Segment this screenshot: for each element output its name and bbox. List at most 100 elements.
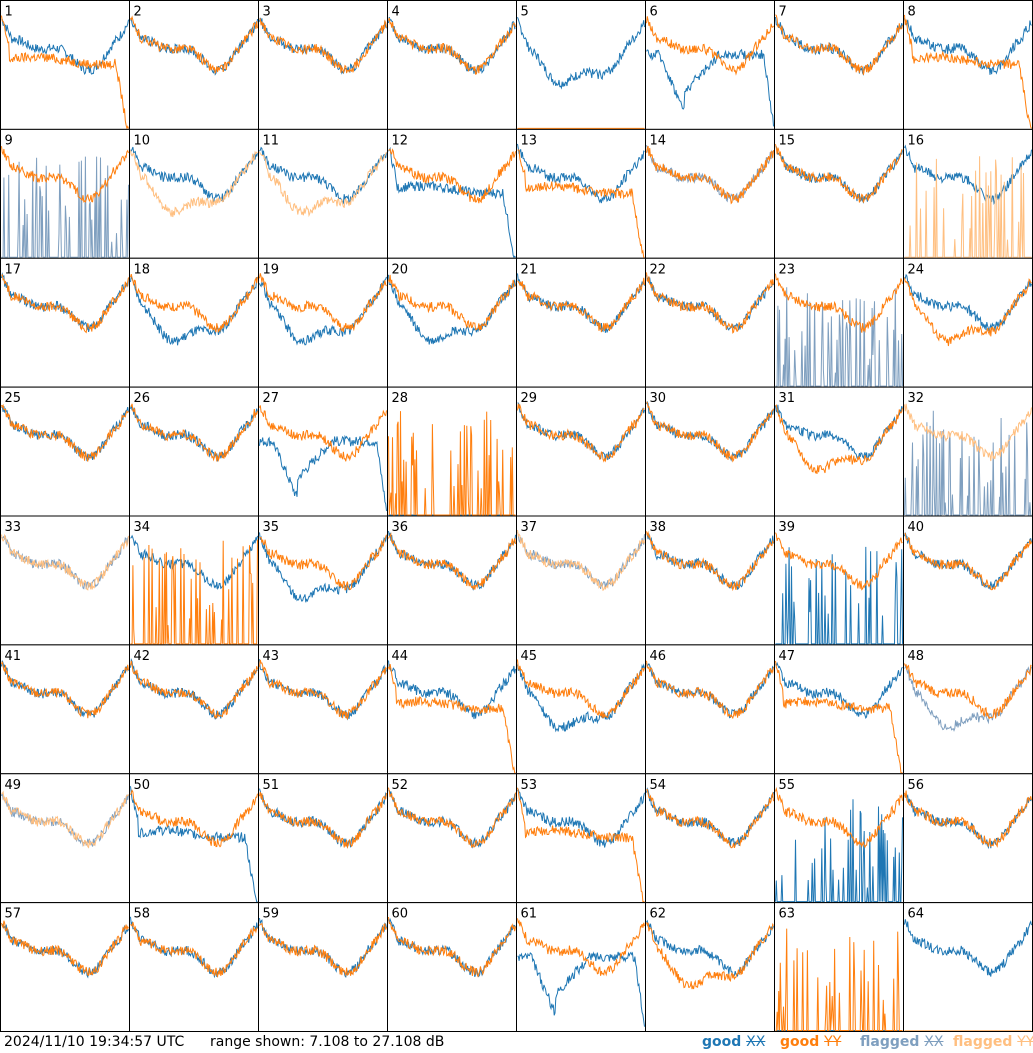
series-yy-good (1, 15, 129, 130)
series-yy-good (775, 273, 903, 333)
panel-label: 6 (650, 5, 658, 20)
panel-64: 64 (903, 902, 1033, 1032)
series-yy-good (259, 273, 387, 333)
panel-63: 63 (774, 902, 904, 1032)
panel-label: 14 (650, 133, 667, 148)
panel-4: 4 (387, 0, 517, 130)
series-xx-good (259, 276, 387, 346)
panel-frame (645, 773, 775, 904)
series-yy-good (259, 17, 387, 75)
panel-label: 64 (908, 907, 925, 922)
panel-frame (387, 128, 517, 259)
series-xx-good (517, 788, 645, 848)
panel-label: 27 (263, 391, 280, 406)
legend-flagged-yy: flagged YY (953, 1034, 1033, 1050)
series-xx-good (775, 546, 903, 645)
panel-frame (258, 515, 388, 646)
panel-label: 31 (779, 391, 796, 406)
panel-frame (258, 257, 388, 388)
series-yy-good (130, 789, 258, 848)
series-yy-good (646, 16, 774, 76)
panel-label: 49 (5, 778, 22, 793)
series-yy-good (646, 145, 774, 205)
series-yy-good (388, 274, 516, 331)
series-xx-good (646, 48, 774, 127)
panel-38: 38 (645, 515, 775, 646)
series-yy-good (646, 530, 774, 592)
panel-frame (387, 257, 517, 388)
panel-label: 40 (908, 520, 925, 535)
range-text: range shown: 7.108 to 27.108 dB (210, 1034, 445, 1050)
panel-23: 23 (774, 257, 904, 388)
series-yy-good (388, 787, 516, 849)
panel-18: 18 (129, 257, 259, 388)
panel-9: 9 (0, 128, 130, 259)
panel-36: 36 (387, 515, 517, 646)
panel-55: 55 (774, 773, 904, 904)
panel-label: 1 (5, 5, 13, 20)
panel-56: 56 (903, 773, 1033, 904)
panel-frame (129, 386, 259, 517)
panel-label: 8 (908, 5, 916, 20)
panel-frame (258, 0, 388, 130)
series-yy-flagged (130, 150, 258, 218)
panel-33: 33 (0, 515, 130, 646)
panel-label: 17 (5, 262, 22, 277)
panel-frame (903, 644, 1033, 775)
panel-61: 61 (516, 902, 646, 1032)
series-yy-flagged (904, 156, 1032, 258)
series-yy-good (775, 532, 903, 591)
series-yy-flagged (259, 151, 387, 218)
series-yy-good (517, 918, 645, 977)
series-xx-good (775, 661, 903, 720)
panel-28: 28 (387, 386, 517, 517)
series-xx-flagged (904, 410, 1032, 516)
series-yy-good (259, 922, 387, 977)
panel-frame (903, 515, 1033, 646)
panel-26: 26 (129, 386, 259, 517)
panel-29: 29 (516, 386, 646, 517)
panel-46: 46 (645, 644, 775, 775)
series-xx-good (646, 533, 774, 591)
series-yy-good (775, 786, 903, 849)
series-yy-good (1, 920, 129, 976)
panel-label: 7 (779, 5, 787, 20)
panel-frame (516, 0, 646, 130)
series-yy-good (646, 272, 774, 334)
panel-frame (387, 773, 517, 904)
panel-label: 63 (779, 907, 796, 922)
panel-11: 11 (258, 128, 388, 259)
series-yy-good (517, 787, 645, 903)
panel-label: 22 (650, 262, 667, 277)
panel-label: 9 (5, 133, 13, 148)
panel-label: 28 (392, 391, 409, 406)
panel-label: 60 (392, 907, 409, 922)
panel-frame (903, 902, 1033, 1032)
panel-24: 24 (903, 257, 1033, 388)
series-yy-flagged (1, 790, 129, 849)
panel-label: 50 (134, 778, 151, 793)
panel-25: 25 (0, 386, 130, 517)
panel-frame (0, 773, 130, 904)
panel-frame (258, 773, 388, 904)
panel-13: 13 (516, 128, 646, 259)
panel-label: 39 (779, 520, 796, 535)
series-yy-good (130, 539, 258, 645)
panel-32: 32 (903, 386, 1033, 517)
series-yy-good (775, 144, 903, 203)
panel-label: 43 (263, 649, 280, 664)
panel-label: 29 (521, 391, 538, 406)
panel-27: 27 (258, 386, 388, 517)
panel-frame (258, 902, 388, 1032)
series-xx-good (259, 434, 387, 511)
panel-20: 20 (387, 257, 517, 388)
series-yy-good (1, 273, 129, 334)
panel-label: 47 (779, 649, 796, 664)
panel-label: 35 (263, 520, 280, 535)
series-yy-good (904, 14, 1032, 129)
panel-6: 6 (645, 0, 775, 130)
panel-frame (129, 644, 259, 775)
panel-label: 30 (650, 391, 667, 406)
panel-label: 62 (650, 907, 667, 922)
